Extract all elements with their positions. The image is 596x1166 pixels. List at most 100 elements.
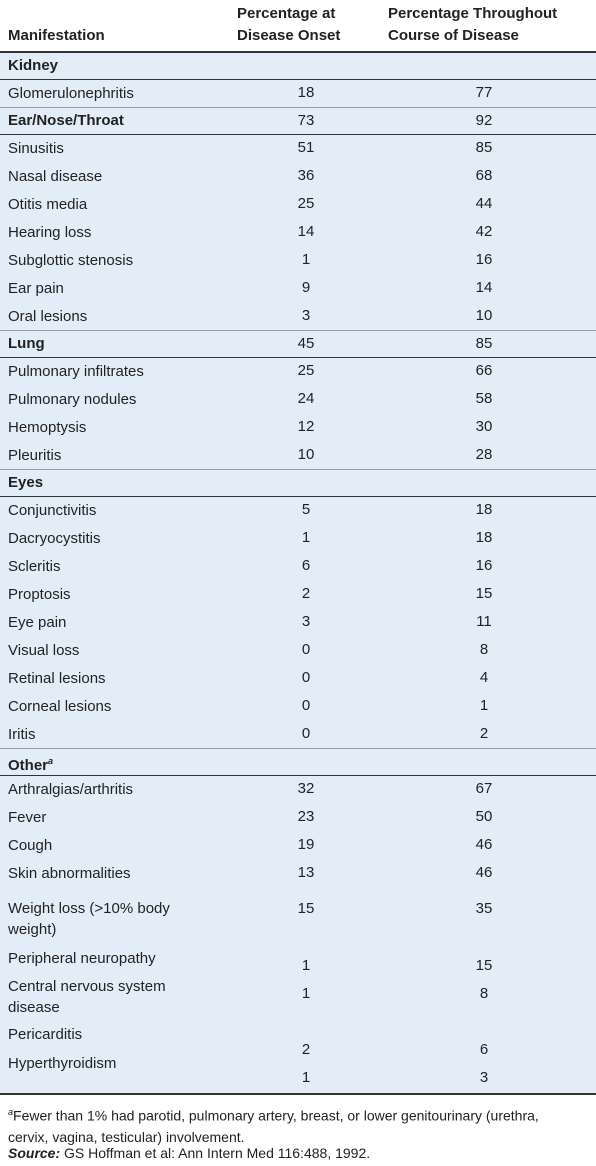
- header-cell: Course of Disease: [388, 27, 519, 44]
- course-value: 58: [475, 390, 493, 407]
- course-value: 6: [479, 1041, 489, 1058]
- row-label: Arthralgias/arthritis: [8, 781, 134, 798]
- course-value: 46: [475, 836, 493, 853]
- rule: [0, 107, 596, 108]
- onset-value: 0: [301, 641, 311, 658]
- course-value: 3: [479, 1069, 489, 1086]
- course-value: 15: [475, 585, 493, 602]
- rule: [0, 775, 596, 776]
- rule: [0, 134, 596, 135]
- row-label: Subglottic stenosis: [8, 252, 134, 269]
- row-label: Pericarditis: [8, 1026, 83, 1043]
- onset-value: 32: [297, 780, 315, 797]
- course-value: 16: [475, 251, 493, 268]
- onset-value: 15: [297, 900, 315, 917]
- header-cell: Manifestation: [8, 27, 105, 44]
- rule: [0, 748, 596, 749]
- footnote-marker: a: [8, 1107, 14, 1117]
- row-label: Pleuritis: [8, 447, 62, 464]
- row-label: Weight loss (>10% body weight): [8, 900, 170, 938]
- row-label: Iritis: [8, 726, 36, 743]
- course-value: 8: [479, 985, 489, 1002]
- course-value: 50: [475, 808, 493, 825]
- rule: [0, 469, 596, 470]
- course-value: 2: [479, 725, 489, 742]
- onset-value: 0: [301, 697, 311, 714]
- section-title-text: Eyes: [8, 474, 44, 491]
- section-title: Lung: [8, 333, 213, 354]
- row-label: Visual loss: [8, 642, 80, 659]
- onset-value: 1: [301, 985, 311, 1002]
- row-label: Fever: [8, 809, 47, 826]
- course-value: 68: [475, 167, 493, 184]
- course-value: 28: [475, 446, 493, 463]
- onset-value: 5: [301, 501, 311, 518]
- course-value: 1: [479, 697, 489, 714]
- rule: [0, 330, 596, 331]
- row-label: Nasal disease: [8, 168, 103, 185]
- row-label: Cough: [8, 837, 53, 854]
- onset-value: 25: [297, 362, 315, 379]
- course-value: 85: [475, 335, 493, 352]
- header-cell: Percentage at: [237, 5, 336, 22]
- course-value: 4: [479, 669, 489, 686]
- table-body: [0, 52, 596, 1093]
- row-label: Peripheral neuropathy: [8, 950, 156, 967]
- onset-value: 45: [297, 335, 315, 352]
- course-value: 92: [475, 112, 493, 129]
- row-label: Conjunctivitis: [8, 502, 97, 519]
- onset-value: 2: [301, 1041, 311, 1058]
- course-value: 66: [475, 362, 493, 379]
- onset-value: 73: [297, 112, 315, 129]
- row-label: Otitis media: [8, 196, 88, 213]
- onset-value: 13: [297, 864, 315, 881]
- section-title: Eyes: [8, 472, 213, 493]
- source-text: GS Hoffman et al: Ann Intern Med 116:488…: [60, 1145, 371, 1161]
- row-label: Central nervous system disease: [8, 978, 166, 1016]
- onset-value: 10: [297, 446, 315, 463]
- course-value: 44: [475, 195, 493, 212]
- section-title-text: Kidney: [8, 57, 59, 74]
- header-cell: Disease Onset: [237, 27, 341, 44]
- section-title: Othera: [8, 751, 213, 776]
- row-label: Proptosis: [8, 586, 71, 603]
- onset-value: 51: [297, 139, 315, 156]
- onset-value: 23: [297, 808, 315, 825]
- onset-value: 1: [301, 957, 311, 974]
- section-title: Ear/Nose/Throat: [8, 110, 213, 131]
- row-label: Skin abnormalities: [8, 865, 131, 882]
- row-label: Scleritis: [8, 558, 61, 575]
- rule: [0, 496, 596, 497]
- onset-value: 9: [301, 279, 311, 296]
- section-title-text: Other: [8, 757, 49, 774]
- row-label: Dacryocystitis: [8, 530, 101, 547]
- row-label: Oral lesions: [8, 308, 88, 325]
- onset-value: 0: [301, 669, 311, 686]
- header-cell: Percentage Throughout: [388, 5, 558, 22]
- rule: [0, 357, 596, 358]
- course-value: 35: [475, 900, 493, 917]
- footnote-text: Fewer than 1% had parotid, pulmonary art…: [8, 1107, 539, 1145]
- course-value: 15: [475, 957, 493, 974]
- rule: [0, 1093, 596, 1095]
- course-value: 46: [475, 864, 493, 881]
- onset-value: 18: [297, 84, 315, 101]
- onset-value: 3: [301, 613, 311, 630]
- onset-value: 2: [301, 585, 311, 602]
- row-label: Retinal lesions: [8, 670, 106, 687]
- course-value: 14: [475, 279, 493, 296]
- onset-value: 6: [301, 557, 311, 574]
- onset-value: 25: [297, 195, 315, 212]
- onset-value: 1: [301, 251, 311, 268]
- onset-value: 12: [297, 418, 315, 435]
- course-value: 18: [475, 501, 493, 518]
- row-label: Corneal lesions: [8, 698, 112, 715]
- row-label: Hemoptysis: [8, 419, 87, 436]
- source-label: Source:: [8, 1145, 61, 1161]
- source: Source: GS Hoffman et al: Ann Intern Med…: [8, 1143, 370, 1163]
- course-value: 11: [476, 613, 492, 630]
- row-label: Pulmonary infiltrates: [8, 363, 144, 380]
- course-value: 8: [479, 641, 489, 658]
- onset-value: 24: [297, 390, 315, 407]
